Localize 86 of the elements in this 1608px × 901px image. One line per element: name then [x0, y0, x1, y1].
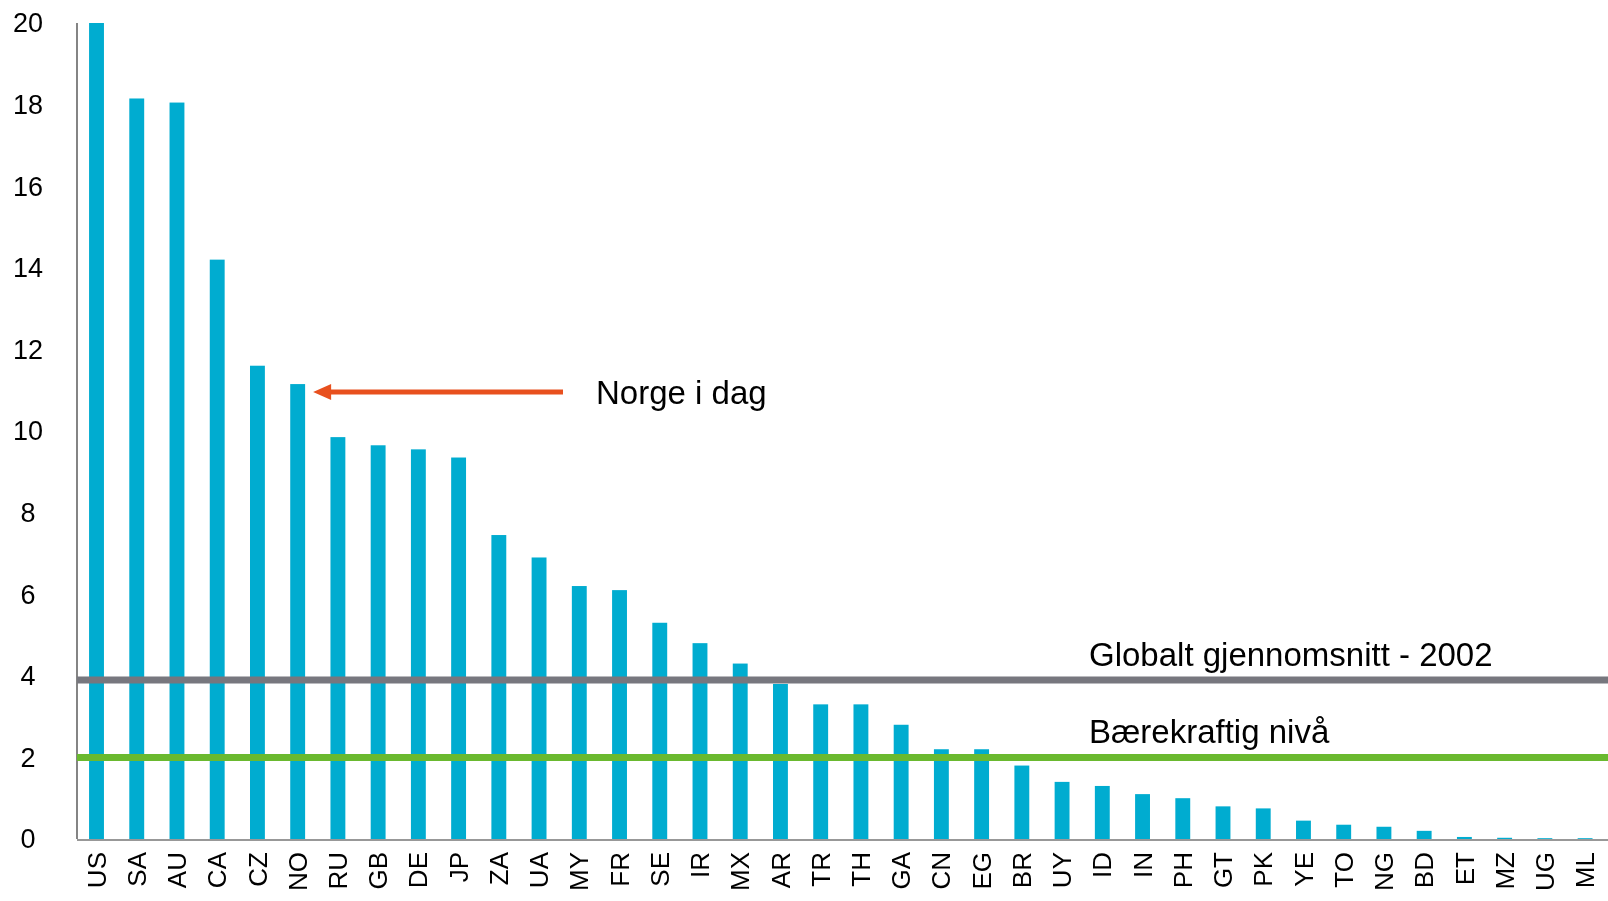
bar: [974, 749, 990, 839]
bar: [1296, 820, 1311, 839]
bar: [612, 590, 627, 839]
y-tick-label: 20: [12, 8, 44, 39]
x-tick-label: ET: [1449, 851, 1480, 886]
x-tick-label: YE: [1288, 852, 1319, 887]
bar: [1336, 824, 1352, 839]
bar: [1215, 806, 1231, 839]
x-tick-label: BR: [1006, 852, 1037, 889]
bar: [571, 586, 587, 839]
x-tick-label: AR: [765, 852, 796, 889]
x-tick-label: TO: [1328, 852, 1359, 888]
bar: [250, 365, 265, 839]
ref-line-label: Bærekraftig nivå: [1089, 713, 1330, 751]
bar: [1416, 830, 1432, 839]
bar: [893, 724, 909, 839]
bar: [853, 704, 869, 839]
x-tick-label: FR: [604, 852, 635, 887]
y-tick-label: 16: [12, 171, 44, 202]
x-tick-label: NO: [282, 852, 313, 891]
x-tick-label: US: [81, 852, 112, 889]
y-tick-label: 0: [20, 824, 36, 855]
y-tick-label: 2: [20, 742, 36, 773]
x-tick-label: MX: [725, 852, 756, 891]
bar: [410, 449, 426, 839]
bar: [652, 622, 668, 839]
bar: [1255, 808, 1271, 839]
y-tick-label: 12: [12, 334, 44, 365]
x-tick-label: NG: [1369, 852, 1400, 891]
x-tick-label: MY: [564, 852, 595, 891]
bar: [451, 457, 467, 839]
x-tick-label: GT: [1208, 851, 1239, 889]
y-tick-label: 10: [12, 416, 44, 447]
x-tick-label: MZ: [1489, 851, 1520, 890]
x-tick-label: GB: [363, 852, 394, 890]
bar: [1376, 826, 1392, 839]
bar: [933, 749, 949, 839]
x-tick-label: PH: [1167, 852, 1198, 889]
bar: [370, 445, 386, 839]
y-tick-label: 4: [20, 661, 36, 692]
x-tick-label: GA: [886, 851, 917, 890]
x-tick-label: UY: [1047, 852, 1078, 889]
x-tick-label: PK: [1248, 851, 1279, 887]
bar: [1175, 798, 1191, 839]
x-tick-label: ZA: [483, 851, 514, 886]
bar: [491, 535, 507, 839]
y-tick-label: 18: [12, 90, 44, 121]
bar: [813, 704, 829, 839]
bar: [773, 683, 788, 839]
x-tick-label: SE: [644, 852, 675, 887]
x-tick-label: BD: [1409, 852, 1440, 889]
x-tick-label: IN: [1127, 852, 1158, 878]
x-tick-label: TR: [805, 852, 836, 887]
x-tick-label: TH: [846, 852, 877, 887]
x-tick-label: ID: [1087, 852, 1118, 878]
x-tick-label: JP: [443, 852, 474, 883]
bar: [89, 23, 104, 839]
x-tick-label: UG: [1529, 852, 1560, 891]
bar: [129, 98, 145, 839]
bar: [1054, 781, 1070, 839]
bar: [290, 384, 306, 839]
bar: [1014, 765, 1030, 839]
bar: [1094, 785, 1110, 839]
bar: [169, 102, 185, 839]
bar: [330, 437, 346, 839]
bar: [732, 663, 748, 839]
y-tick-label: 6: [20, 579, 36, 610]
x-tick-label: UA: [524, 851, 555, 889]
y-tick-label: 8: [20, 498, 36, 529]
y-tick-label: 14: [12, 253, 44, 284]
bar: [531, 557, 547, 839]
bar: [1456, 836, 1472, 839]
x-tick-label: IR: [685, 852, 716, 878]
x-tick-label: ML: [1570, 852, 1601, 889]
ref-line-label: Globalt gjennomsnitt - 2002: [1089, 635, 1493, 673]
bar: [209, 259, 225, 839]
x-tick-label: EG: [966, 852, 997, 890]
x-tick-label: DE: [403, 852, 434, 889]
bar: [1135, 794, 1150, 839]
x-tick-label: CN: [926, 852, 957, 890]
x-tick-label: CA: [202, 851, 233, 889]
x-tick-label: CZ: [242, 851, 273, 887]
annotation: Norge i dag: [596, 373, 767, 411]
x-tick-label: SA: [121, 851, 152, 887]
x-tick-label: AU: [162, 852, 193, 889]
x-tick-label: RU: [323, 852, 353, 890]
